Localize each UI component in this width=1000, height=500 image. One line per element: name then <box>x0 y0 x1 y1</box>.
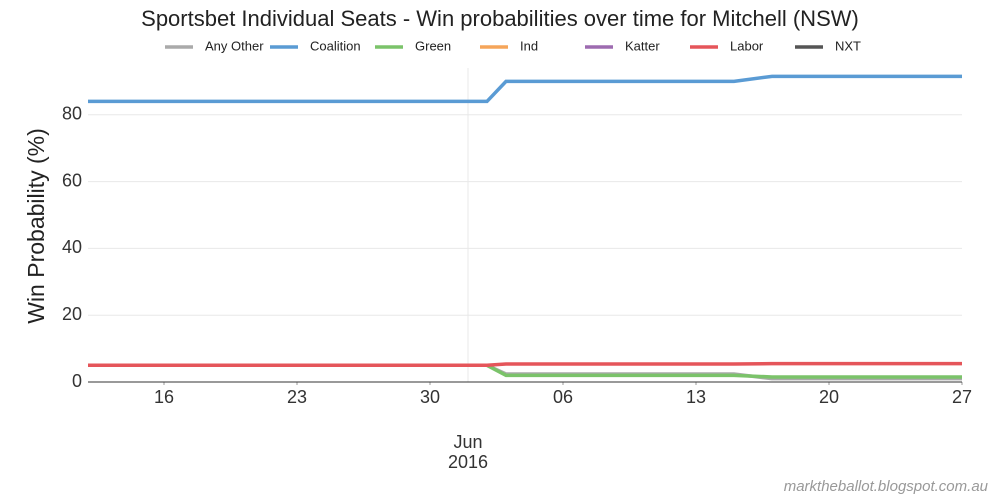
y-tick-label: 0 <box>72 371 82 391</box>
y-axis-label: Win Probability (%) <box>23 128 49 324</box>
legend-label: Ind <box>520 38 538 53</box>
y-tick-label: 60 <box>62 170 82 190</box>
x-tick-label: 13 <box>685 387 707 407</box>
source: marktheballot.blogspot.com.au <box>784 478 989 495</box>
legend-label: Green <box>415 38 451 53</box>
series-line <box>88 361 962 368</box>
legend-label: Labor <box>730 38 764 53</box>
x-tick-label: 23 <box>286 387 308 407</box>
series-line <box>88 74 962 104</box>
legend-label: NXT <box>835 38 861 53</box>
x-tick-label: 27 <box>951 387 973 407</box>
x-tick-label: 16 <box>153 387 175 407</box>
legend-label: Any Other <box>205 38 264 53</box>
legend-label: Coalition <box>310 38 361 53</box>
y-tick-label: 20 <box>62 304 82 324</box>
y-tick-label: 40 <box>62 237 82 257</box>
x-tick-label: 30 <box>419 387 441 407</box>
y-tick-label: 80 <box>62 104 82 124</box>
series-line <box>88 363 962 379</box>
x-tick-label: 20 <box>818 387 840 407</box>
x-tick-label: 06 <box>552 387 574 407</box>
legend-label: Katter <box>625 38 660 53</box>
chart-title: Sportsbet Individual Seats - Win probabi… <box>141 6 859 31</box>
x-tick-label: Jun 2016 <box>447 432 489 472</box>
